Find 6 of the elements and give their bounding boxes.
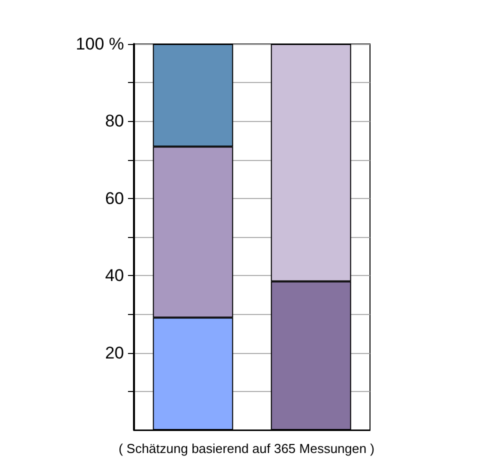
y-tick-label: 80 [105, 112, 124, 131]
text: ( Schätzung basierend auf 365 Messungen ) [118, 441, 374, 456]
y-tick-label: 60 [105, 188, 124, 208]
y-tick-label: 100 % [76, 34, 124, 54]
y-tick-label: 20 [105, 343, 124, 362]
y-tick-label: 40 [105, 266, 124, 286]
